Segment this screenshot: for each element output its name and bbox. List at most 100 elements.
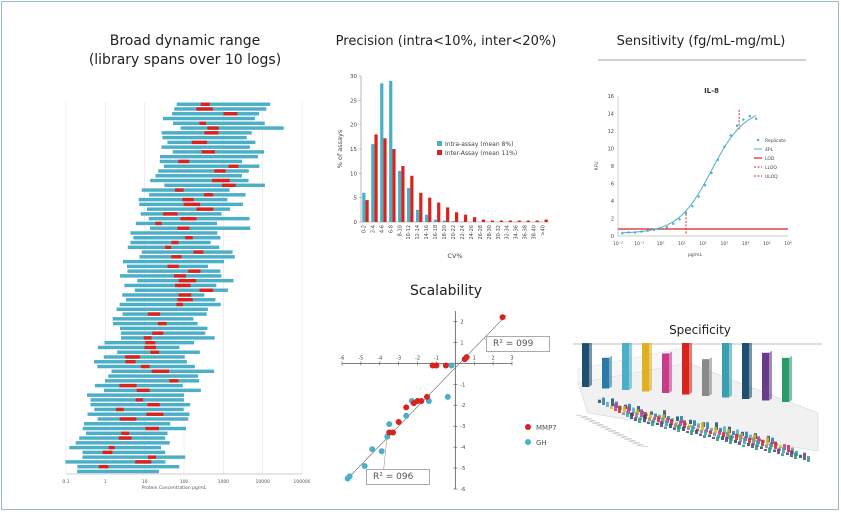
red-range-bar — [193, 250, 204, 254]
cv-bar — [517, 220, 521, 222]
range-bar — [124, 283, 217, 288]
small-bar — [712, 436, 715, 439]
red-range-bar — [135, 398, 144, 402]
x-tick-label: 18-20 — [442, 225, 448, 240]
y-tick-label: 2 — [460, 319, 463, 325]
red-range-bar — [116, 407, 124, 412]
red-range-bar — [214, 169, 226, 173]
small-bar — [803, 452, 806, 460]
replicate-point — [716, 158, 720, 162]
scatter-point — [444, 393, 451, 400]
range-bar — [103, 388, 201, 393]
cv-bar — [392, 149, 396, 222]
scatter-point — [403, 404, 410, 411]
x-tick-label: 0.1 — [62, 479, 69, 485]
range-bar — [122, 293, 205, 297]
legend-marker — [756, 138, 760, 142]
range-bar — [162, 116, 255, 121]
range-bar — [87, 412, 190, 416]
small-bar — [689, 419, 692, 424]
x-tick-label: 4-6 — [379, 225, 385, 233]
axis-label-stroke — [579, 416, 593, 420]
x-tick-label: 34-36 — [514, 225, 520, 240]
legend-marker — [525, 424, 531, 430]
small-bar — [764, 448, 767, 451]
range-bar — [112, 317, 194, 321]
red-range-bar — [136, 388, 150, 393]
bar-side — [589, 343, 592, 387]
x-axis-label: Protein Concentration pg/mL — [142, 485, 207, 491]
r2-label-mmp7: R² = 099 — [486, 336, 550, 352]
small-bar — [682, 426, 685, 431]
x-tick-label: 100000 — [293, 479, 310, 485]
small-bar — [686, 430, 689, 433]
red-range-bar — [177, 298, 193, 302]
small-bar — [660, 421, 663, 427]
cv-bar — [451, 221, 455, 222]
red-range-bar — [144, 345, 156, 350]
replicate-point — [742, 118, 745, 121]
small-bar — [627, 406, 630, 414]
red-range-bar — [167, 264, 179, 269]
small-bar — [691, 425, 694, 432]
y-tick-label: 16 — [608, 94, 614, 100]
small-bar — [714, 426, 717, 433]
small-bar — [683, 420, 686, 428]
cv-bar — [424, 214, 429, 222]
range-bar — [180, 126, 284, 130]
legend-label: LOD — [765, 156, 775, 162]
red-range-bar — [171, 255, 182, 259]
range-bar — [127, 245, 220, 250]
small-bar — [755, 444, 758, 450]
x-tick-label: 1 — [473, 355, 476, 361]
small-bar — [606, 401, 609, 407]
small-bar — [774, 441, 777, 449]
small-bar — [635, 412, 638, 418]
scatter-point — [378, 448, 385, 455]
range-bar — [155, 174, 242, 178]
x-axis-label: CV% — [447, 252, 462, 260]
bar-side — [629, 343, 632, 390]
range-bar — [120, 274, 222, 278]
small-bar — [674, 423, 677, 427]
red-range-bar — [228, 164, 239, 168]
small-bar — [690, 430, 693, 435]
legend-marker — [525, 439, 531, 445]
range-bar — [94, 407, 184, 412]
range-bar — [122, 312, 207, 316]
x-tick-label: -6 — [340, 355, 345, 361]
red-range-bar — [188, 269, 201, 273]
small-bar — [656, 422, 659, 425]
cv-bar — [419, 192, 423, 222]
small-bar — [679, 420, 682, 426]
small-bar — [665, 420, 668, 426]
cv-bar — [398, 170, 402, 222]
scatter-point — [442, 362, 449, 369]
small-bar — [735, 433, 738, 440]
small-bar — [718, 430, 721, 435]
x-tick-label: 22-24 — [460, 225, 466, 240]
red-range-bar — [155, 221, 162, 226]
y-tick-label: 25 — [350, 98, 357, 104]
range-bar — [65, 460, 166, 464]
y-tick-label: 20 — [350, 123, 357, 129]
y-tick-label: 5 — [354, 196, 358, 202]
bar-side — [649, 343, 652, 392]
range-bar — [116, 307, 208, 312]
specificity-bar — [682, 343, 689, 395]
x-tick-label: 1000 — [218, 479, 230, 485]
specificity-bar — [582, 343, 589, 387]
small-bar — [745, 431, 748, 438]
specificity-bar — [602, 357, 609, 389]
red-range-bar — [185, 236, 193, 240]
range-bar — [146, 207, 231, 211]
range-bar — [134, 288, 228, 292]
range-bar — [82, 426, 187, 431]
axis-label-stroke — [611, 432, 625, 436]
small-bar — [632, 407, 635, 413]
small-bar — [747, 442, 750, 446]
red-range-bar — [203, 193, 214, 197]
replicate-point — [672, 222, 675, 225]
axis-label-stroke — [587, 420, 601, 424]
